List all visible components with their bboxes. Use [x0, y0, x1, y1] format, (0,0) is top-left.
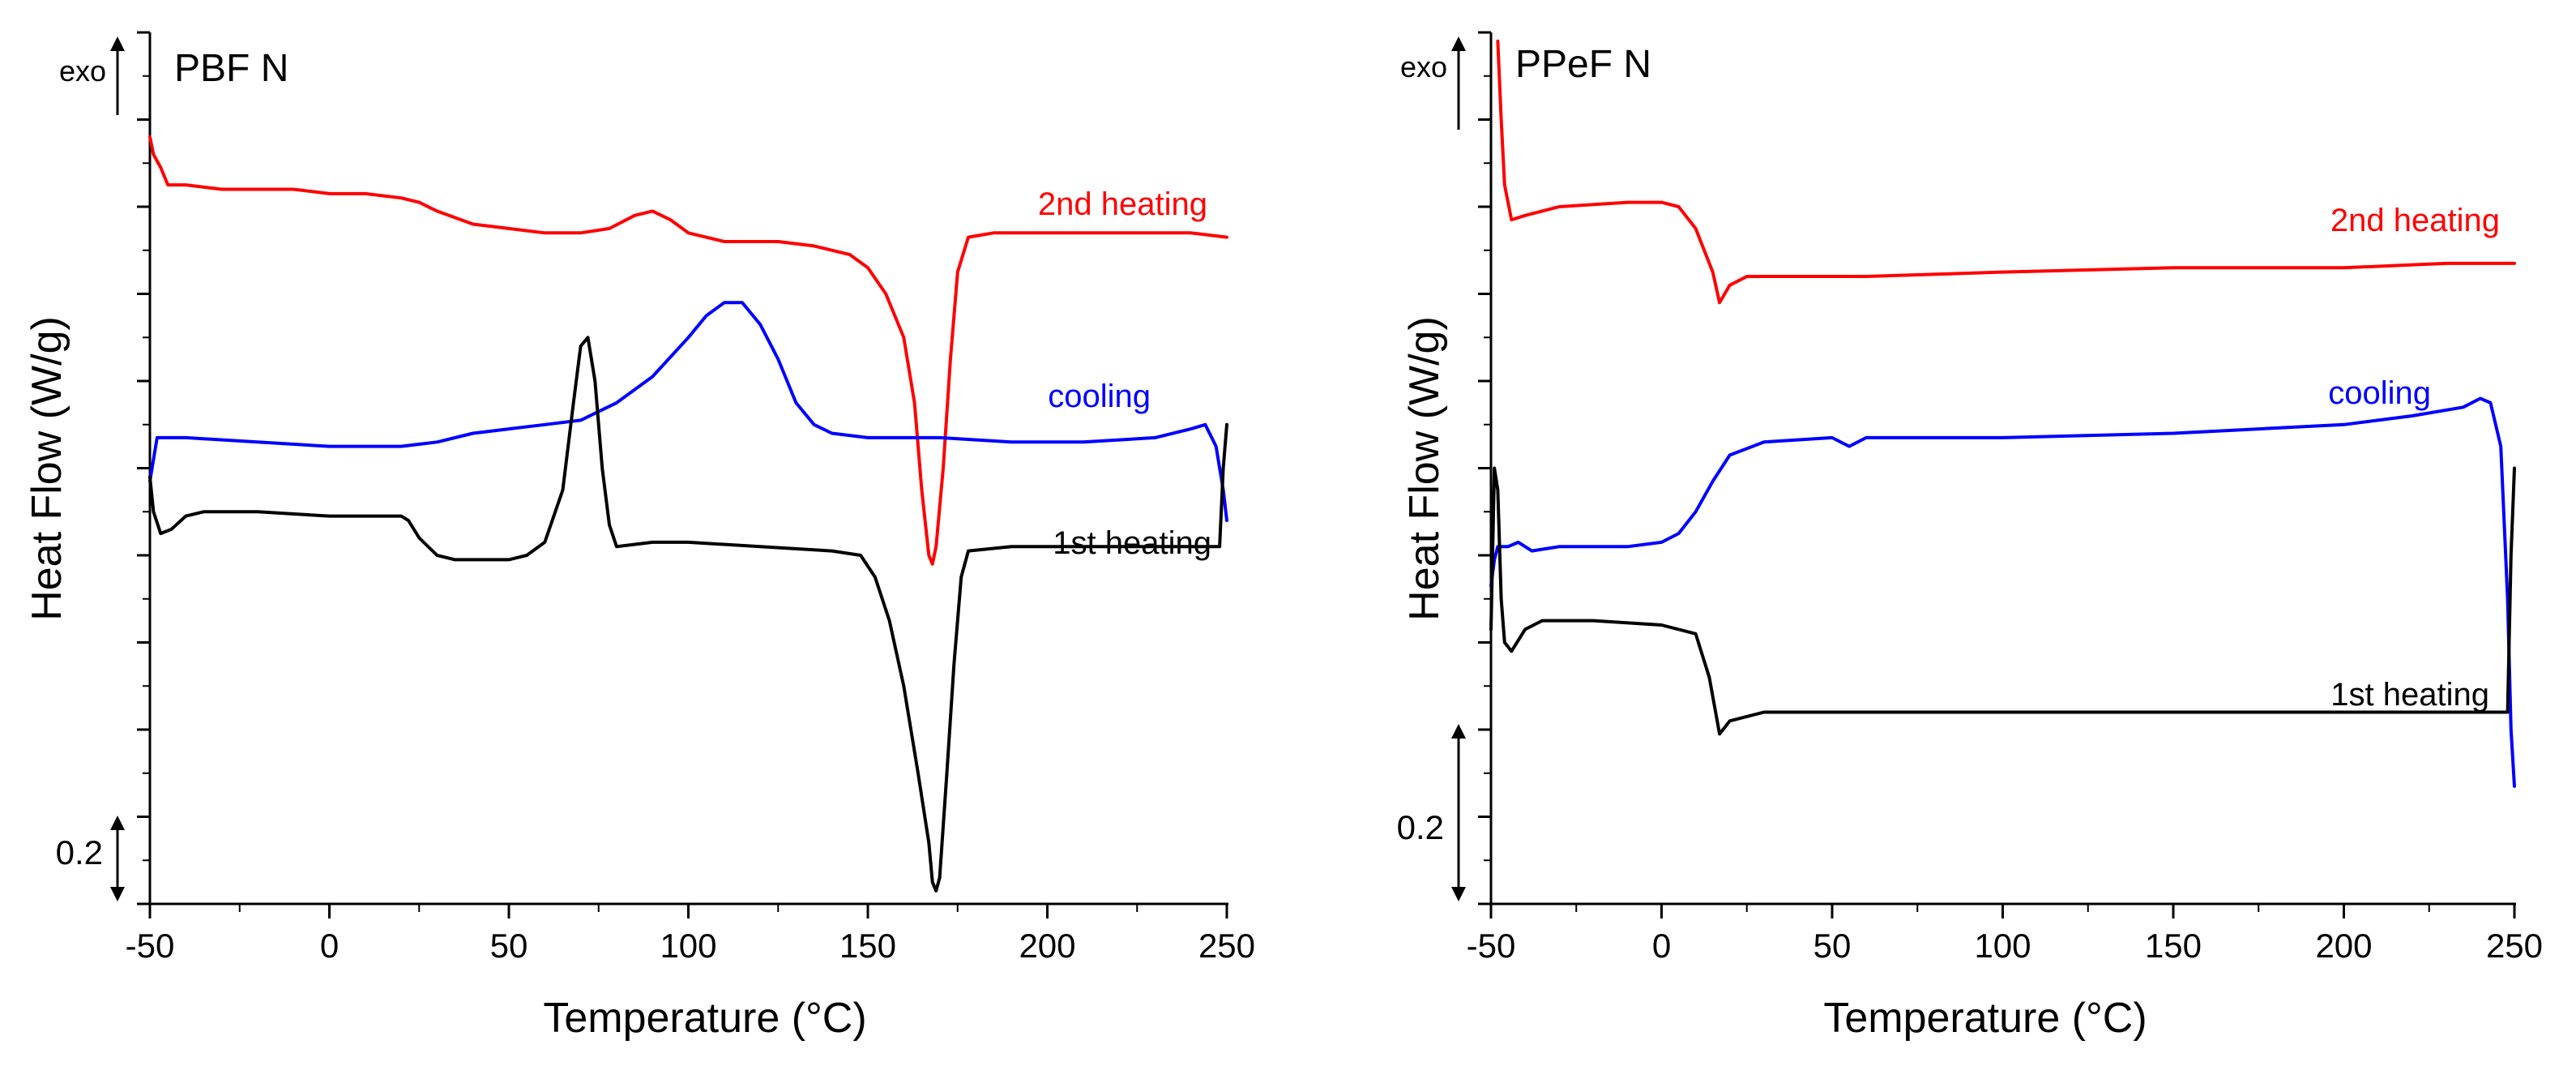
- exo-arrowhead-icon: [110, 36, 125, 51]
- exo-label: exo: [59, 54, 106, 88]
- series-line-1st-heating: [1489, 466, 2516, 736]
- x-tick-label: 200: [1019, 927, 1075, 965]
- x-tick-label: 100: [1974, 927, 2031, 965]
- series-line-cooling: [148, 301, 1228, 522]
- axes: -50 0 50 100 150 200 250: [1467, 31, 2543, 965]
- series-line-cooling: [1489, 396, 2516, 788]
- series-label: 2nd heating: [2330, 203, 2500, 238]
- scale-bar-top-arrow-icon: [110, 816, 125, 830]
- series-label: 1st heating: [1053, 525, 1211, 561]
- x-tick-label: 150: [839, 927, 896, 965]
- x-tick-label: 100: [660, 927, 716, 965]
- x-axis-title: Temperature (°C): [1823, 995, 2147, 1042]
- exo-label: exo: [1400, 50, 1447, 83]
- series-label: 2nd heating: [1038, 186, 1207, 222]
- scale-bar-bottom-arrow-icon: [1451, 887, 1466, 901]
- series-label: cooling: [2328, 375, 2431, 411]
- panel-ppef: -50 0 50 100 150 200 250 PPeF N Temperature (°C)…: [1397, 31, 2543, 1042]
- x-tick-label: 250: [1198, 927, 1255, 965]
- x-tick-label: 150: [2145, 927, 2202, 965]
- x-tick-label: 50: [490, 927, 528, 965]
- x-tick-label: 0: [1652, 927, 1671, 965]
- series-line-2nd-heating: [1496, 39, 2516, 305]
- panel-title: PBF N: [174, 47, 288, 90]
- y-axis-title: Heat Flow (W/g): [23, 316, 70, 621]
- x-tick-label: -50: [1467, 927, 1516, 965]
- series-line-1st-heating: [148, 336, 1228, 893]
- series-label: cooling: [1048, 379, 1151, 414]
- panel-pbf: -50 0 50 100 150 200 250 PBF N Temperature (°C) H…: [23, 31, 1255, 1042]
- series-line-2nd-heating: [148, 135, 1228, 566]
- exo-arrowhead-icon: [1451, 36, 1466, 51]
- scale-bar-bottom-arrow-icon: [110, 887, 125, 901]
- axes: -50 0 50 100 150 200 250: [126, 31, 1255, 965]
- y-axis-title: Heat Flow (W/g): [1401, 316, 1448, 621]
- scale-bar-top-arrow-icon: [1451, 724, 1466, 739]
- scale-bar-label: 0.2: [56, 833, 103, 871]
- panel-title: PPeF N: [1515, 43, 1651, 86]
- x-tick-label: 0: [320, 927, 339, 965]
- series-label: 1st heating: [2330, 677, 2489, 713]
- x-tick-label: 200: [2315, 927, 2372, 965]
- scale-bar-label: 0.2: [1397, 808, 1444, 846]
- x-tick-label: 250: [2486, 927, 2543, 965]
- x-tick-label: -50: [126, 927, 175, 965]
- x-axis-title: Temperature (°C): [543, 995, 866, 1042]
- x-tick-label: 50: [1813, 927, 1852, 965]
